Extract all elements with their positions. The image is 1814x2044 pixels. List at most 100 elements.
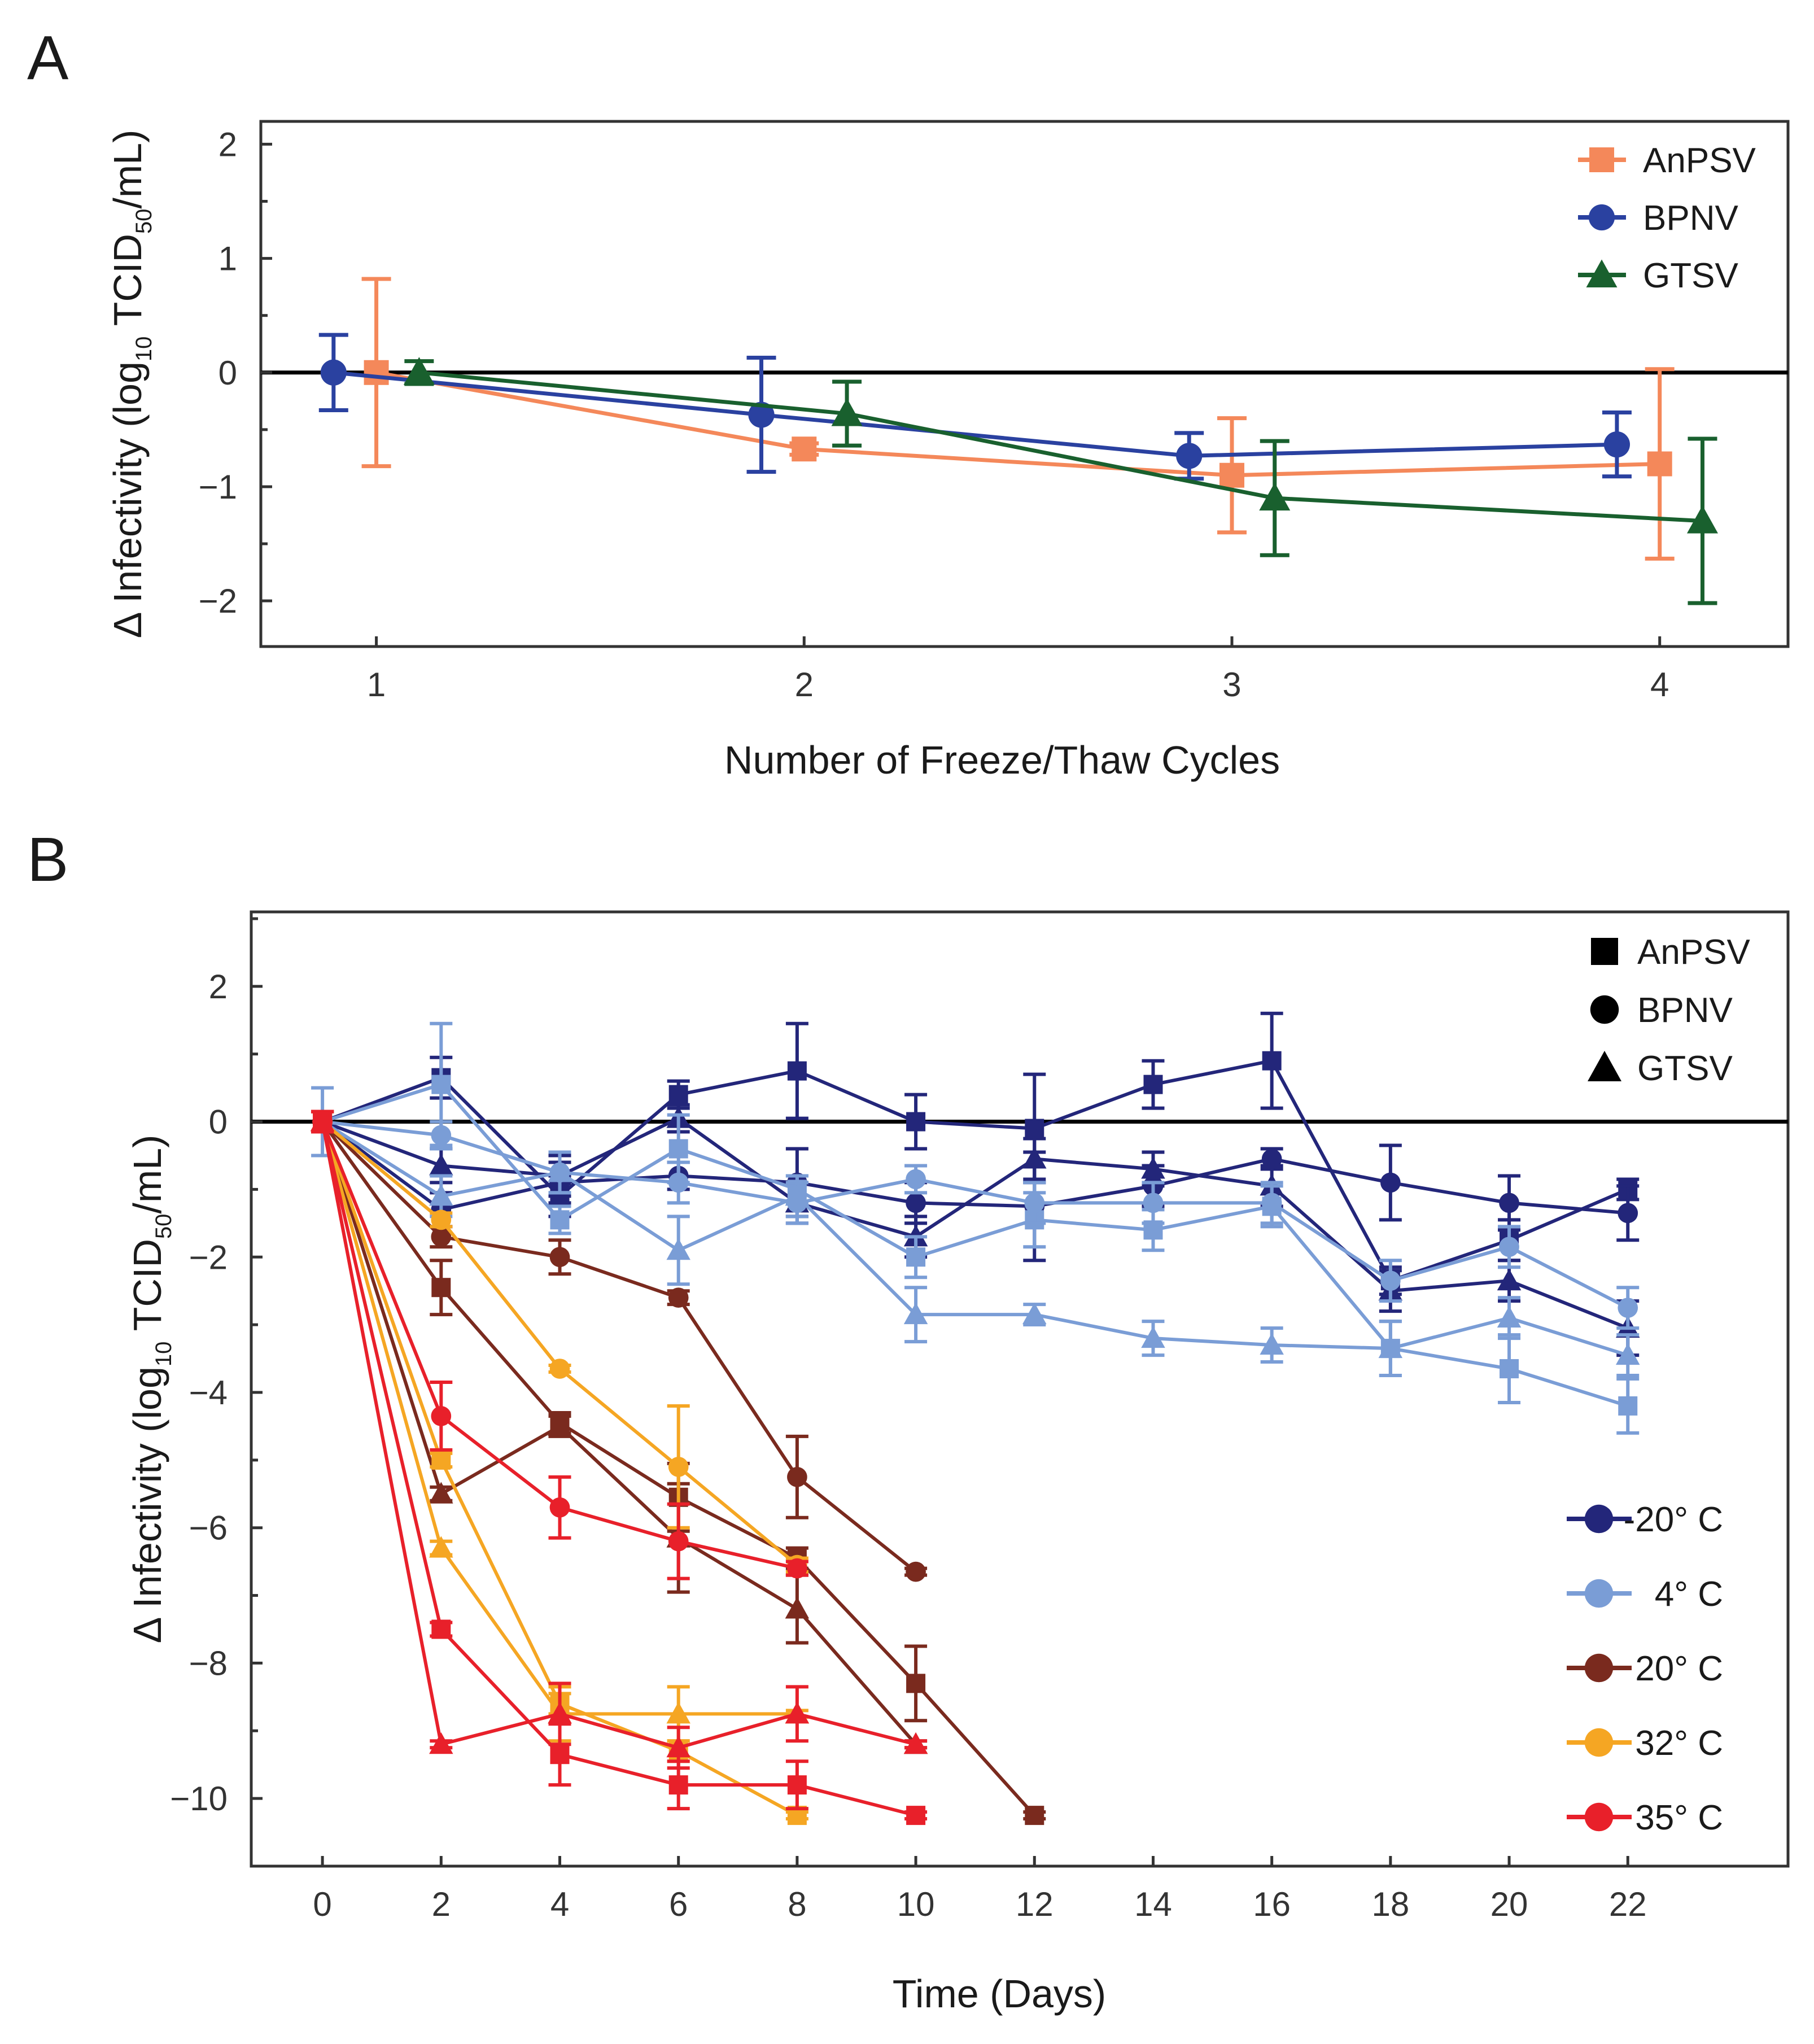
legend-label-35-c: 35° C [1635, 1798, 1723, 1837]
panel-a-series [318, 277, 1718, 605]
panel-a-x-tick-label: 2 [795, 666, 814, 704]
panel-b-line-gtsv-20-c [322, 1116, 1629, 1330]
legend-marker-20-c [1584, 1653, 1614, 1683]
panel-a-y-axis: 2 1 0 −1 −2 [199, 125, 272, 620]
panel-b-point-bpnv-20-c [1261, 1148, 1282, 1169]
legend-marker-bpnv [1590, 995, 1619, 1024]
panel-b-point-gtsv-20-c [548, 1414, 572, 1436]
panel-b-point-bpnv-20-c [906, 1561, 926, 1582]
panel-b-point-anpsv-35-c [787, 1775, 807, 1795]
panel-a-point-anpsv [1219, 462, 1244, 488]
panel-a-y-tick-label: −1 [199, 468, 237, 506]
panel-a-point-gtsv [1259, 482, 1291, 511]
legend-marker-4-c [1584, 1579, 1614, 1608]
panel-a-y-axis-title: Δ Infectivity (log10 TCID50/mL) [106, 130, 156, 639]
panel-a-y-tick-label: 2 [218, 125, 237, 163]
panel-a-series-gtsv [403, 357, 1718, 605]
panel-b-point-anpsv-4-c [668, 1139, 688, 1159]
legend-marker-anpsv [1589, 147, 1614, 172]
panel-b-y-axis-title: Δ Infectivity (log10 TCID50/mL) [125, 1135, 176, 1644]
panel-b-x-axis: 0 2 4 6 8 10 12 14 16 18 20 22 [313, 1856, 1647, 1923]
panel-b-line-anpsv-35-c [321, 1121, 916, 1818]
panel-b-x-tick-label: 12 [1016, 1885, 1054, 1923]
panel-a-line-anpsv [375, 370, 1660, 478]
panel-b-point-anpsv-20-c [787, 1061, 807, 1081]
panel-b-point-anpsv-35-c [668, 1775, 688, 1795]
panel-b-point-gtsv-32-c [666, 1702, 690, 1724]
panel-b-point-gtsv-35-c [548, 1702, 572, 1724]
panel-b-series-anpsv-35-c [311, 1110, 928, 1825]
panel-b-point-anpsv-4-c [550, 1210, 570, 1230]
legend-label-bpnv: BPNV [1643, 199, 1738, 238]
panel-b-point-gtsv-4-c [1260, 1333, 1284, 1355]
panel-b-point-anpsv-20-c [906, 1112, 926, 1132]
legend-marker-20-c [1584, 1504, 1614, 1534]
panel-a-x-axis: 1 2 3 4 [367, 636, 1669, 704]
panel-a-x-tick-label: 1 [367, 666, 386, 704]
panel-b-point-bpnv-20-c [549, 1247, 570, 1268]
panel-b-point-gtsv-20-c [785, 1597, 810, 1619]
legend-label-32-c: 32° C [1635, 1724, 1723, 1763]
panel-a-legend: AnPSV BPNV GTSV [1578, 141, 1756, 295]
panel-b-series-anpsv-20-c [311, 1011, 1640, 1296]
panel-a-y-tick-label: 0 [218, 354, 237, 392]
panel-b-point-gtsv-4-c [1378, 1336, 1403, 1359]
panel-b-point-anpsv-4-c [1500, 1359, 1519, 1379]
panel-b-point-bpnv-32-c [668, 1456, 689, 1477]
panel-b-point-anpsv-35-c [550, 1745, 570, 1765]
panel-b-point-anpsv-20-c [1262, 1051, 1282, 1071]
legend-marker-32-c [1584, 1728, 1614, 1757]
legend-label-20-c: 20° C [1635, 1649, 1723, 1688]
panel-b-line-bpnv-20-c [321, 1120, 917, 1573]
panel-a-point-anpsv [1647, 451, 1672, 477]
panel-a-series-bpnv [318, 333, 1632, 481]
legend-marker-35-c [1584, 1802, 1614, 1832]
panel-b-point-gtsv-20-c [1497, 1268, 1522, 1291]
panel-a-plot-frame [259, 120, 1790, 648]
panel-b-point-anpsv-20-c [668, 1085, 688, 1104]
panel-b-temperature-legend: -20° C 4° C 20° C 32° C 35° C [1567, 1500, 1723, 1837]
panel-b-point-anpsv-20-c [1025, 1119, 1044, 1138]
panel-b-line-bpnv-4-c [322, 1120, 1629, 1309]
panel-b-point-gtsv-20-c [1022, 1147, 1047, 1169]
panel-b-point-gtsv-20-c [429, 1482, 453, 1504]
panel-b-point-bpnv-32-c [549, 1359, 570, 1379]
panel-b-point-anpsv-35-c [431, 1619, 451, 1639]
panel-a-point-bpnv [1176, 443, 1203, 469]
panel-b-x-tick-label: 0 [313, 1885, 331, 1923]
panel-a-x-tick-label: 3 [1222, 666, 1241, 704]
panel-b-plot-frame [250, 910, 1790, 1868]
panel-b-point-gtsv-4-c [666, 1238, 690, 1260]
panel-b-point-bpnv-4-c [1380, 1270, 1401, 1291]
panel-b-y-tick-label: −8 [189, 1644, 228, 1682]
panel-b-point-anpsv-20-c [1143, 1075, 1163, 1094]
panel-b-point-bpnv-32-c [431, 1209, 452, 1230]
panel-b-point-anpsv-4-c [431, 1075, 451, 1094]
panel-a-letter: A [27, 23, 69, 93]
panel-b-point-gtsv-4-c [429, 1184, 453, 1206]
panel-b-point-anpsv-20-c [431, 1278, 451, 1298]
legend-marker-gtsv [1588, 1051, 1621, 1081]
panel-a-point-gtsv [831, 398, 863, 426]
panel-a-y-tick-label: 1 [218, 240, 237, 278]
legend-marker-anpsv [1591, 938, 1618, 965]
panel-b-point-gtsv-35-c [785, 1702, 810, 1724]
panel-b-point-gtsv-4-c [1615, 1343, 1640, 1365]
panel-b-point-bpnv-35-c [668, 1531, 689, 1552]
panel-a-point-bpnv [748, 401, 775, 428]
panel-a-line-gtsv [419, 370, 1703, 523]
panel-b-y-axis: 2 0 −2 −4 −6 −8 −10 [170, 917, 263, 1868]
legend-marker-bpnv [1588, 204, 1615, 231]
panel-b-point-gtsv-35-c [666, 1735, 690, 1758]
legend-label-gtsv: GTSV [1637, 1049, 1733, 1088]
panel-b-point-gtsv-4-c [785, 1184, 810, 1206]
panel-b-point-bpnv-20-c [906, 1193, 926, 1213]
panel-b-point-bpnv-35-c [431, 1406, 452, 1426]
panel-b-point-gtsv-4-c [1497, 1305, 1522, 1328]
panel-b-line-gtsv-35-c [321, 1121, 916, 1750]
panel-b-point-gtsv-32-c [429, 1536, 453, 1558]
panel-b-point-bpnv-4-c [1024, 1193, 1045, 1213]
panel-b-point-bpnv-4-c [1261, 1193, 1282, 1213]
panel-b-point-anpsv-32-c [431, 1450, 451, 1470]
panel-b-series-bpnv-4-c [311, 1110, 1640, 1330]
